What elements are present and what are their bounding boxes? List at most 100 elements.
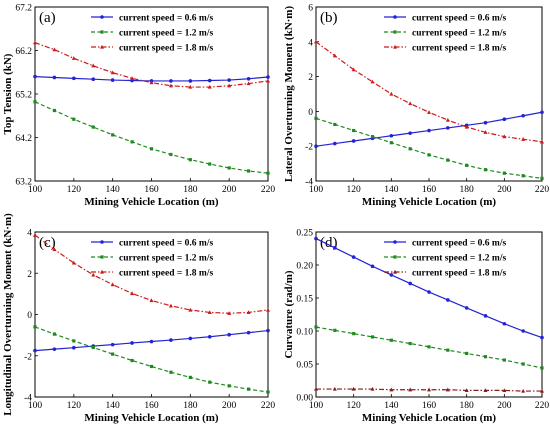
x-tick-label: 200 [222,401,237,411]
data-point [314,116,318,120]
data-point [169,79,173,83]
data-point [465,163,469,167]
data-point [333,122,337,127]
data-point [389,91,394,96]
x-tick-label: 220 [535,401,550,411]
legend-marker [100,30,104,34]
legend-marker [393,15,397,19]
data-point [207,310,212,315]
x-tick-label: 220 [261,401,276,411]
data-point [130,76,135,80]
data-point [52,347,57,351]
panel-label: (b) [320,10,338,26]
legend-label: current speed = 0.6 m/s [412,239,506,249]
data-point [266,328,270,333]
data-point [188,158,192,162]
data-point [483,355,488,359]
x-tick-label: 180 [460,401,475,411]
data-point [464,388,469,392]
data-point [72,339,76,343]
data-point [502,358,506,362]
data-point [351,67,356,72]
series-1 [33,328,270,353]
legend-label: current speed = 1.8 m/s [412,44,506,54]
data-point [540,388,544,393]
x-axis-label: Mining Vehicle Location (m) [84,196,218,208]
x-axis-label: Mining Vehicle Location (m) [362,412,496,424]
x-tick-label: 220 [261,185,276,195]
y-tick-label: 64.2 [15,134,32,144]
data-point [33,325,37,329]
data-point [149,364,154,369]
data-point [33,348,37,353]
legend-marker [100,15,104,19]
data-point [72,117,76,121]
data-point [540,335,544,340]
y-axis-label: Curvature (rad/m) [283,270,295,358]
data-point [502,321,507,326]
x-tick-label: 120 [347,185,362,195]
data-point [188,336,193,341]
y-tick-label: 0.15 [296,295,313,305]
x-axis-label: Mining Vehicle Location (m) [84,412,218,424]
x-tick-label: 120 [67,401,82,411]
data-point [502,117,507,122]
data-point [227,384,231,388]
y-tick-label: -4 [24,394,32,404]
x-tick-label: 200 [222,185,237,195]
data-point [71,260,76,265]
panel-c: 100 120 140 160 180 200 220 -4 -2 0 2 4 Mining Vehic… [2,213,275,424]
data-point [246,310,251,315]
data-point [483,130,488,134]
y-tick-label: -2 [24,352,32,362]
data-point [111,352,115,356]
data-point [351,386,356,391]
data-point [408,131,412,135]
data-point [408,281,412,286]
data-point [168,83,173,88]
y-tick-label: 2 [308,73,313,83]
x-tick-label: 100 [309,401,324,411]
data-point [72,76,76,81]
data-point [540,366,544,370]
data-point [110,282,115,287]
data-point [332,53,337,58]
data-point [227,78,231,82]
data-point [464,124,469,129]
data-point [130,140,134,144]
legend: current speed = 0.6 m/s current speed = 1… [91,239,213,279]
data-point [110,78,115,82]
series-2 [33,325,270,394]
data-point [208,380,212,384]
series-line [34,326,269,393]
data-point [227,83,232,88]
data-point [483,314,488,318]
data-point [110,70,115,75]
data-point [465,351,469,356]
data-point [149,147,154,151]
y-tick-label: 0 [27,311,32,321]
data-point [352,332,356,336]
series-2 [33,100,270,175]
legend-marker [100,269,104,274]
data-point [266,171,270,175]
data-point [502,171,506,175]
series-line [34,101,269,174]
data-point [427,128,431,133]
data-point [149,298,154,303]
legend-marker [393,44,397,49]
data-point [446,158,450,162]
data-point [91,125,95,129]
x-tick-label: 140 [106,401,121,411]
x-tick-label: 100 [28,185,43,195]
data-point [227,311,232,315]
x-tick-label: 120 [67,185,82,195]
data-point [483,388,488,392]
data-point [408,341,412,346]
data-point [446,126,450,130]
data-point [333,246,337,250]
data-point [351,139,356,143]
series-3 [33,232,270,315]
data-point [370,79,375,84]
data-point [266,75,270,79]
